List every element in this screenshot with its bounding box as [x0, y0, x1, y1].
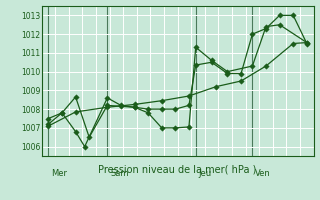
Text: Ven: Ven [255, 168, 271, 178]
Text: Sam: Sam [110, 168, 129, 178]
Text: Mer: Mer [51, 168, 67, 178]
Text: Jeu: Jeu [198, 168, 212, 178]
X-axis label: Pression niveau de la mer( hPa ): Pression niveau de la mer( hPa ) [99, 164, 257, 174]
